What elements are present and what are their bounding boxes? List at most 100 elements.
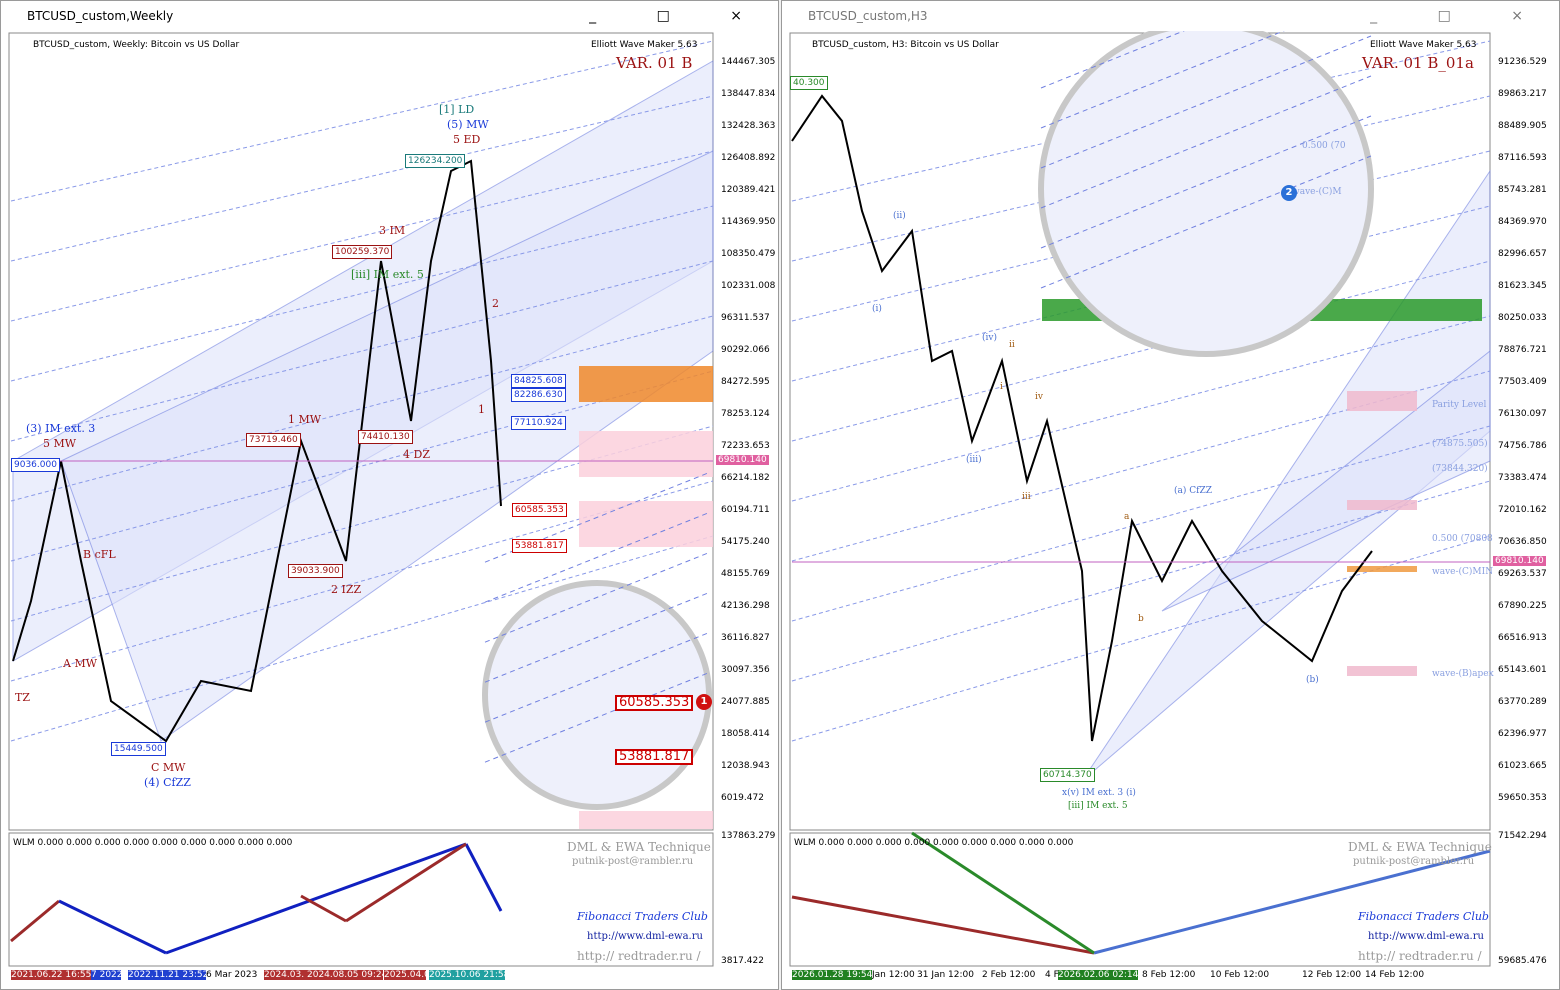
axis-label: 2025.04.07 <box>384 970 426 980</box>
chart-label: 1 MW <box>288 413 322 426</box>
chart-label: 5 MW <box>43 437 77 450</box>
axis-label: 78253.124 <box>721 409 770 419</box>
window: BTCUSD_custom,Weekly _ □ × 69810.140 144467… <box>0 0 779 990</box>
indicator-line <box>464 843 503 912</box>
axis-label: 24077.885 <box>721 697 770 707</box>
chart-label: 1 <box>696 694 712 710</box>
axis-label: 91236.529 <box>1498 57 1547 67</box>
axis-label: 120389.421 <box>721 185 776 195</box>
chart-label: 60585.353 <box>615 695 694 711</box>
axis-label: 84369.970 <box>1498 217 1547 227</box>
axis-label: 12038.943 <box>721 761 770 771</box>
axis-label: 63770.289 <box>1498 697 1547 707</box>
chart-label: (i) <box>872 304 882 314</box>
chart-label: 3 IM <box>379 224 406 237</box>
fib-line <box>10 315 714 502</box>
chart-label: (3) IM ext. 3 <box>26 422 96 435</box>
window-controls: _ □ × <box>589 8 770 24</box>
indicator-line <box>1093 849 1491 955</box>
axis-label: 12 Feb 12:00 <box>1302 970 1362 980</box>
axis-label: 65143.601 <box>1498 665 1547 675</box>
chart-label: http:// redtrader.ru / <box>1358 949 1482 963</box>
axis-label: 73383.474 <box>1498 473 1547 483</box>
axis-label: 59650.353 <box>1498 793 1547 803</box>
chart-canvas <box>789 1 1491 967</box>
chart-label: Elliott Wave Maker 5.63 <box>1370 40 1477 50</box>
window-controls: _ □ × <box>1370 8 1551 24</box>
zoom-fib-line <box>484 512 710 603</box>
fib-line <box>791 260 1491 442</box>
zoom-fib-line <box>484 592 710 683</box>
axis-label: 77503.409 <box>1498 377 1547 387</box>
zone <box>579 811 713 829</box>
axis-label: 70636.850 <box>1498 537 1547 547</box>
axis-label: 8 Feb 12:00 <box>1142 970 1196 980</box>
axis-label: 30097.356 <box>721 665 770 675</box>
axis-label: 10 Feb 12:00 <box>1210 970 1270 980</box>
axis-label: 2021.06.22 16:55 <box>11 970 101 980</box>
chart-label: putnik-post@rambler.ru <box>572 856 694 867</box>
axis-label: 6 Mar 2023 <box>206 970 258 980</box>
indicator-area <box>8 832 714 967</box>
chart-label: Elliott Wave Maker 5.63 <box>591 40 698 50</box>
indicator-line <box>165 842 467 955</box>
zone <box>1347 391 1417 411</box>
chart-label: iv <box>1035 392 1043 402</box>
axis-label: 18058.414 <box>721 729 770 739</box>
axis-label: 42136.298 <box>721 601 770 611</box>
chart-label: 0.500 (70 <box>1302 141 1346 151</box>
chart-label: http:// redtrader.ru / <box>577 949 701 963</box>
axis-label: 87116.593 <box>1498 153 1547 163</box>
chart-label: Parity Level <box>1432 400 1487 410</box>
chart-label: Fibonacci Traders Club <box>577 910 708 923</box>
chart-label: wave-(C)M <box>1292 187 1342 197</box>
axis-label: 96311.537 <box>721 313 770 323</box>
indicator-line <box>10 899 60 943</box>
title-bar: BTCUSD_custom,Weekly _ □ × <box>1 1 778 31</box>
chart-label: [1] LD <box>439 103 475 116</box>
zoom-fib-line <box>484 552 710 643</box>
chart-label: DML & EWA Technique <box>1348 840 1492 854</box>
chart-label: wave-(C)MIN <box>1432 567 1494 577</box>
axis-label: 2022.11.21 23:52 <box>128 970 206 980</box>
chart-label: http://www.dml-ewa.ru <box>1368 931 1484 942</box>
fib-line <box>10 95 714 262</box>
axis-label: 4 F <box>1045 970 1059 980</box>
chart-label: b <box>1138 614 1144 624</box>
fib-line <box>10 480 714 682</box>
axis-label: 2025.10.06 21:58 <box>429 970 505 980</box>
chart-label: C MW <box>151 761 186 774</box>
axis-label: 14 Feb 12:00 <box>1365 970 1425 980</box>
chart-label: BTCUSD_custom, H3: Bitcoin vs US Dollar <box>812 40 999 50</box>
axis-label: 137863.279 <box>721 831 776 841</box>
chart-label: 84825.608 <box>511 374 566 388</box>
chart-label: WLM 0.000 0.000 0.000 0.000 0.000 0.000 … <box>794 838 1074 848</box>
axis-label: 2 Feb 12:00 <box>982 970 1036 980</box>
chart-label: TZ <box>15 691 30 704</box>
chart-label: a <box>1124 512 1130 522</box>
title-bar: BTCUSD_custom,H3 _ □ × <box>782 1 1559 31</box>
chart-label: 39033.900 <box>288 564 343 578</box>
axis-label: 69263.537 <box>1498 569 1547 579</box>
chart-label: BTCUSD_custom, Weekly: Bitcoin vs US Dol… <box>33 40 240 50</box>
chart-label: VAR. 01 B_01a <box>1362 54 1474 72</box>
chart-label: 2 <box>1281 185 1297 201</box>
axis-label: 59685.476 <box>1498 956 1547 966</box>
window-title: BTCUSD_custom,H3 <box>808 9 928 23</box>
axis-label: 81623.345 <box>1498 281 1547 291</box>
chart-label: 0.500 (70808 <box>1432 534 1493 544</box>
axis-label: 114369.950 <box>721 217 776 227</box>
axis-label: 69810.140 <box>1493 556 1546 566</box>
chart-label: 74410.130 <box>358 430 413 444</box>
chart-label: iii <box>1022 492 1031 502</box>
chart-label: 60585.353 <box>512 503 567 517</box>
fib-line <box>10 150 714 322</box>
chart-label: 5 ED <box>453 133 481 146</box>
chart-label: B cFL <box>83 548 116 561</box>
chart-label: i <box>1000 382 1003 392</box>
chart-label: 1 <box>478 403 485 416</box>
chart-label: [iii] IM ext. 5 <box>1068 801 1128 811</box>
chart-label: (a) CfZZ <box>1174 486 1212 496</box>
zone <box>579 431 713 477</box>
